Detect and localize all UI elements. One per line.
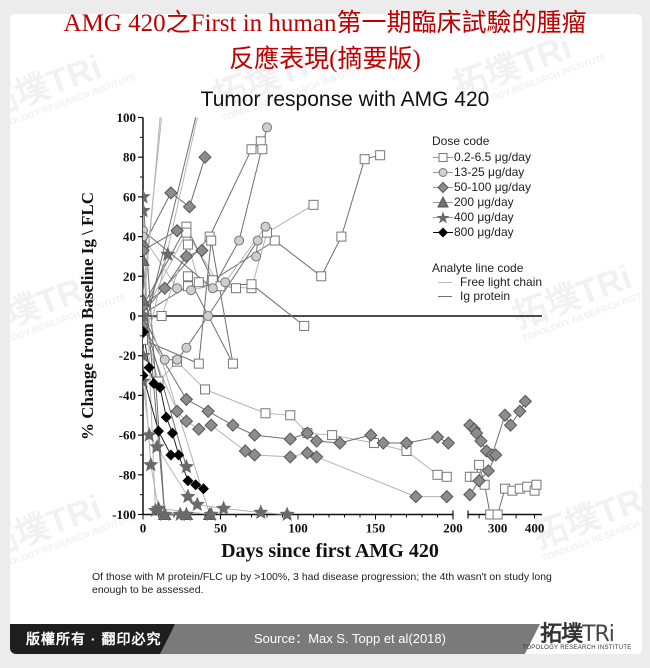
dose-legend: Dose code 0.2-6.5 μg/day 13-25 μg/day 50… — [432, 134, 531, 240]
page-title: AMG 420之First in human第一期臨床試驗的腫瘤 反應表現(摘要… — [0, 6, 650, 78]
x-axis-label: Days since first AMG 420 — [221, 540, 439, 562]
gray-diamond-icon — [433, 181, 453, 194]
svg-text:100: 100 — [117, 110, 137, 125]
svg-text:-20: -20 — [119, 348, 136, 363]
svg-text:-80: -80 — [119, 467, 136, 482]
source-label: Source：Max S. Topp et al(2018) — [160, 624, 540, 654]
legend-item: Free light chain — [432, 275, 542, 289]
logo-chinese: 拓墣 — [540, 622, 583, 647]
legend-item: 200 μg/day — [432, 195, 531, 210]
svg-text:150: 150 — [366, 521, 386, 536]
svg-text:80: 80 — [123, 150, 136, 165]
svg-text:50: 50 — [214, 521, 227, 536]
chart-footnote: Of those with M protein/FLC up by >100%,… — [92, 571, 552, 596]
title-line-2: 反應表現(摘要版) — [229, 46, 421, 73]
svg-text:40: 40 — [123, 229, 136, 244]
logo-tri: TRi — [582, 622, 615, 647]
logo-english: TOPOLOGY RESEARCH INSTITUTE — [522, 645, 632, 651]
gray-circle-icon — [433, 168, 453, 177]
svg-text:60: 60 — [123, 189, 136, 204]
footer-bar: 版權所有 · 翻印必究 Source：Max S. Topp et al(201… — [10, 622, 642, 654]
chart-title: Tumor response with AMG 420 — [200, 88, 490, 111]
svg-text:-40: -40 — [119, 388, 136, 403]
title-line-1: AMG 420之First in human第一期臨床試驗的腫瘤 — [63, 10, 587, 37]
content-card: 拓墣TRi TOPOLOGY RESEARCH INSTITUTE 拓墣TRi TO… — [10, 14, 642, 654]
legend-item: 400 μg/day — [432, 210, 531, 225]
svg-text:300: 300 — [488, 521, 508, 536]
light-line-icon — [438, 281, 452, 283]
dose-legend-title: Dose code — [432, 134, 490, 148]
svg-text:400: 400 — [525, 521, 545, 536]
legend-item: 50-100 μg/day — [432, 180, 531, 195]
gray-star-icon — [433, 211, 453, 224]
legend-item: Ig protein — [432, 289, 542, 303]
analyte-legend: Analyte line code Free light chain Ig pr… — [432, 261, 542, 303]
svg-text:0: 0 — [130, 309, 137, 324]
svg-text:0: 0 — [140, 521, 147, 536]
svg-text:100: 100 — [288, 521, 308, 536]
dark-line-icon — [438, 295, 452, 297]
analyte-legend-title: Analyte line code — [432, 261, 524, 275]
svg-text:-100: -100 — [112, 507, 136, 522]
open-square-icon — [433, 153, 453, 162]
svg-text:200: 200 — [443, 521, 463, 536]
y-axis-label: % Change from Baseline Ig \ FLC — [78, 191, 97, 441]
svg-text:20: 20 — [123, 269, 136, 284]
copyright-label: 版權所有 · 翻印必究 — [10, 624, 175, 654]
legend-item: 13-25 μg/day — [432, 165, 531, 180]
tri-logo: 拓墣TRi TOPOLOGY RESEARCH INSTITUTE — [522, 616, 632, 652]
gray-triangle-icon — [433, 195, 453, 208]
legend-item: 0.2-6.5 μg/day — [432, 150, 531, 165]
legend-item: 800 μg/day — [432, 225, 531, 240]
black-diamond-icon — [433, 227, 453, 238]
svg-text:-60: -60 — [119, 428, 136, 443]
